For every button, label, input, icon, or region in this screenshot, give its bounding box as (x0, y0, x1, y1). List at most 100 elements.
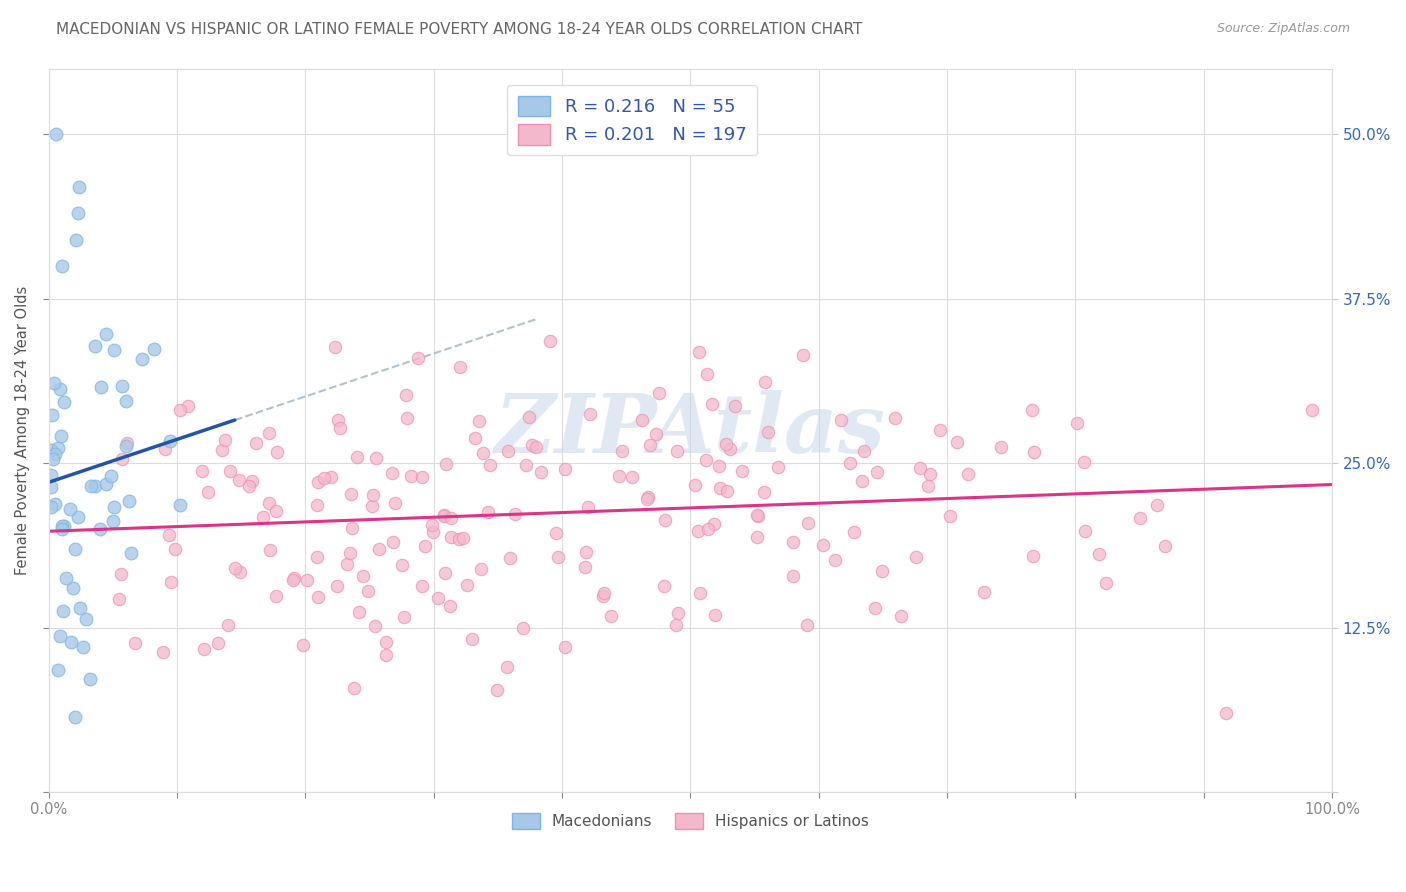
Point (295, 573, 318, 587)
Point (384, 496, 406, 510)
Point (544, 526, 567, 541)
Point (307, 498, 329, 512)
Point (447, 533, 470, 547)
Point (143, 342, 166, 356)
Point (340, 487, 363, 501)
Point (434, 457, 457, 471)
Point (152, 645, 174, 659)
Point (51, 519, 73, 533)
Point (756, 425, 779, 439)
Point (745, 530, 768, 544)
Point (813, 538, 835, 552)
Point (51, 523, 73, 537)
Point (347, 605, 370, 619)
Point (640, 438, 662, 452)
Point (115, 436, 138, 450)
Point (636, 491, 658, 506)
Point (703, 516, 725, 531)
Point (579, 407, 602, 421)
Point (163, 542, 186, 557)
Point (94, 476, 117, 491)
Point (422, 524, 444, 539)
Point (72, 640, 94, 655)
Point (470, 562, 492, 576)
Point (592, 589, 614, 603)
Point (716, 484, 738, 499)
Point (375, 648, 398, 662)
Point (157, 528, 180, 542)
Point (375, 635, 398, 649)
Point (718, 442, 741, 457)
Point (124, 636, 146, 650)
Point (782, 534, 804, 549)
Point (84, 479, 107, 493)
Point (637, 490, 659, 504)
Point (477, 504, 499, 518)
Point (395, 388, 418, 402)
Point (479, 458, 502, 472)
Point (197, 484, 219, 499)
Point (917, 479, 939, 493)
Point (49, 629, 72, 643)
Point (382, 534, 405, 549)
Point (884, 411, 907, 425)
Point (266, 445, 288, 459)
Point (44, 497, 66, 511)
Point (120, 547, 142, 561)
Point (115, 394, 138, 409)
Point (686, 524, 709, 539)
Point (1021, 403, 1043, 417)
Point (908, 461, 931, 475)
Point (451, 531, 474, 545)
Point (66, 206, 89, 220)
Point (44, 447, 66, 461)
Point (67, 180, 90, 194)
Point (1301, 402, 1323, 417)
Point (45, 128, 67, 142)
Point (426, 591, 449, 605)
Point (75, 612, 97, 626)
Point (52, 519, 75, 533)
Point (456, 577, 478, 591)
Point (890, 609, 912, 624)
Point (1022, 549, 1045, 564)
Point (824, 552, 846, 566)
Point (471, 446, 494, 460)
Point (630, 413, 652, 427)
Point (654, 513, 676, 527)
Point (79, 672, 101, 686)
Point (515, 458, 537, 472)
Point (193, 642, 215, 657)
Point (519, 409, 541, 424)
Point (1094, 576, 1116, 591)
Point (228, 473, 250, 487)
Point (754, 485, 776, 500)
Point (238, 479, 260, 493)
Point (853, 444, 876, 458)
Point (312, 471, 335, 485)
Point (103, 514, 125, 528)
Point (90, 380, 112, 394)
Point (84, 339, 107, 353)
Point (52, 604, 75, 618)
Point (160, 575, 183, 590)
Point (346, 450, 368, 465)
Point (42, 376, 65, 390)
Point (576, 500, 599, 515)
Point (51, 259, 73, 273)
Point (1088, 547, 1111, 561)
Point (695, 453, 717, 467)
Point (703, 608, 725, 623)
Point (496, 660, 519, 674)
Point (307, 590, 329, 604)
Point (957, 467, 980, 481)
Point (114, 439, 136, 453)
Point (259, 543, 281, 558)
Point (264, 504, 287, 518)
Point (39, 500, 62, 514)
Point (228, 565, 250, 579)
Point (319, 470, 342, 484)
Point (59, 502, 82, 516)
Point (111, 452, 134, 467)
Point (990, 441, 1012, 455)
